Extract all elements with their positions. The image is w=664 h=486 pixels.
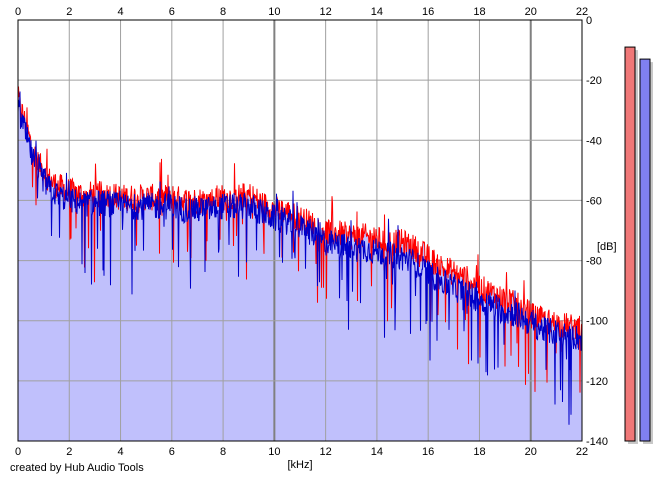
x-tick-label-bottom: 6 — [169, 446, 175, 458]
x-tick-label-top: 10 — [268, 6, 280, 18]
y-tick-label: -60 — [586, 195, 602, 207]
x-tick-label-top: 20 — [525, 6, 537, 18]
x-axis-label: [kHz] — [287, 459, 312, 471]
x-tick-label-top: 18 — [473, 6, 485, 18]
level-meter — [624, 46, 636, 442]
x-tick-label-top: 16 — [422, 6, 434, 18]
y-tick-label: 0 — [586, 15, 592, 27]
x-tick-label-bottom: 8 — [220, 446, 226, 458]
x-tick-label-top: 4 — [117, 6, 123, 18]
x-tick-label-top: 2 — [66, 6, 72, 18]
y-tick-label: -140 — [586, 436, 608, 448]
y-tick-label: -120 — [586, 376, 608, 388]
x-tick-label-bottom: 18 — [473, 446, 485, 458]
x-tick-label-bottom: 2 — [66, 446, 72, 458]
y-tick-label: -20 — [586, 75, 602, 87]
x-tick-label-bottom: 0 — [15, 446, 21, 458]
x-tick-label-bottom: 12 — [320, 446, 332, 458]
x-tick-label-top: 0 — [15, 6, 21, 18]
level-meter — [639, 58, 651, 442]
spectrum-fill — [18, 86, 582, 441]
x-tick-label-bottom: 10 — [268, 446, 280, 458]
x-tick-label-top: 6 — [169, 6, 175, 18]
x-tick-label-bottom: 16 — [422, 446, 434, 458]
x-tick-label-top: 12 — [320, 6, 332, 18]
x-tick-label-bottom: 4 — [117, 446, 123, 458]
y-tick-label: -100 — [586, 316, 608, 328]
series-blue-line — [17, 91, 583, 425]
y-tick-label: -80 — [586, 256, 602, 268]
x-tick-label-bottom: 20 — [525, 446, 537, 458]
x-tick-label-top: 14 — [371, 6, 383, 18]
x-tick-label-top: 8 — [220, 6, 226, 18]
y-tick-label: -40 — [586, 135, 602, 147]
plot-border — [17, 19, 583, 442]
x-tick-label-top: 22 — [576, 6, 588, 18]
x-tick-label-bottom: 14 — [371, 446, 383, 458]
x-tick-label-bottom: 22 — [576, 446, 588, 458]
credit-text: created by Hub Audio Tools — [10, 462, 144, 474]
y-axis-label: [dB] — [597, 241, 617, 253]
